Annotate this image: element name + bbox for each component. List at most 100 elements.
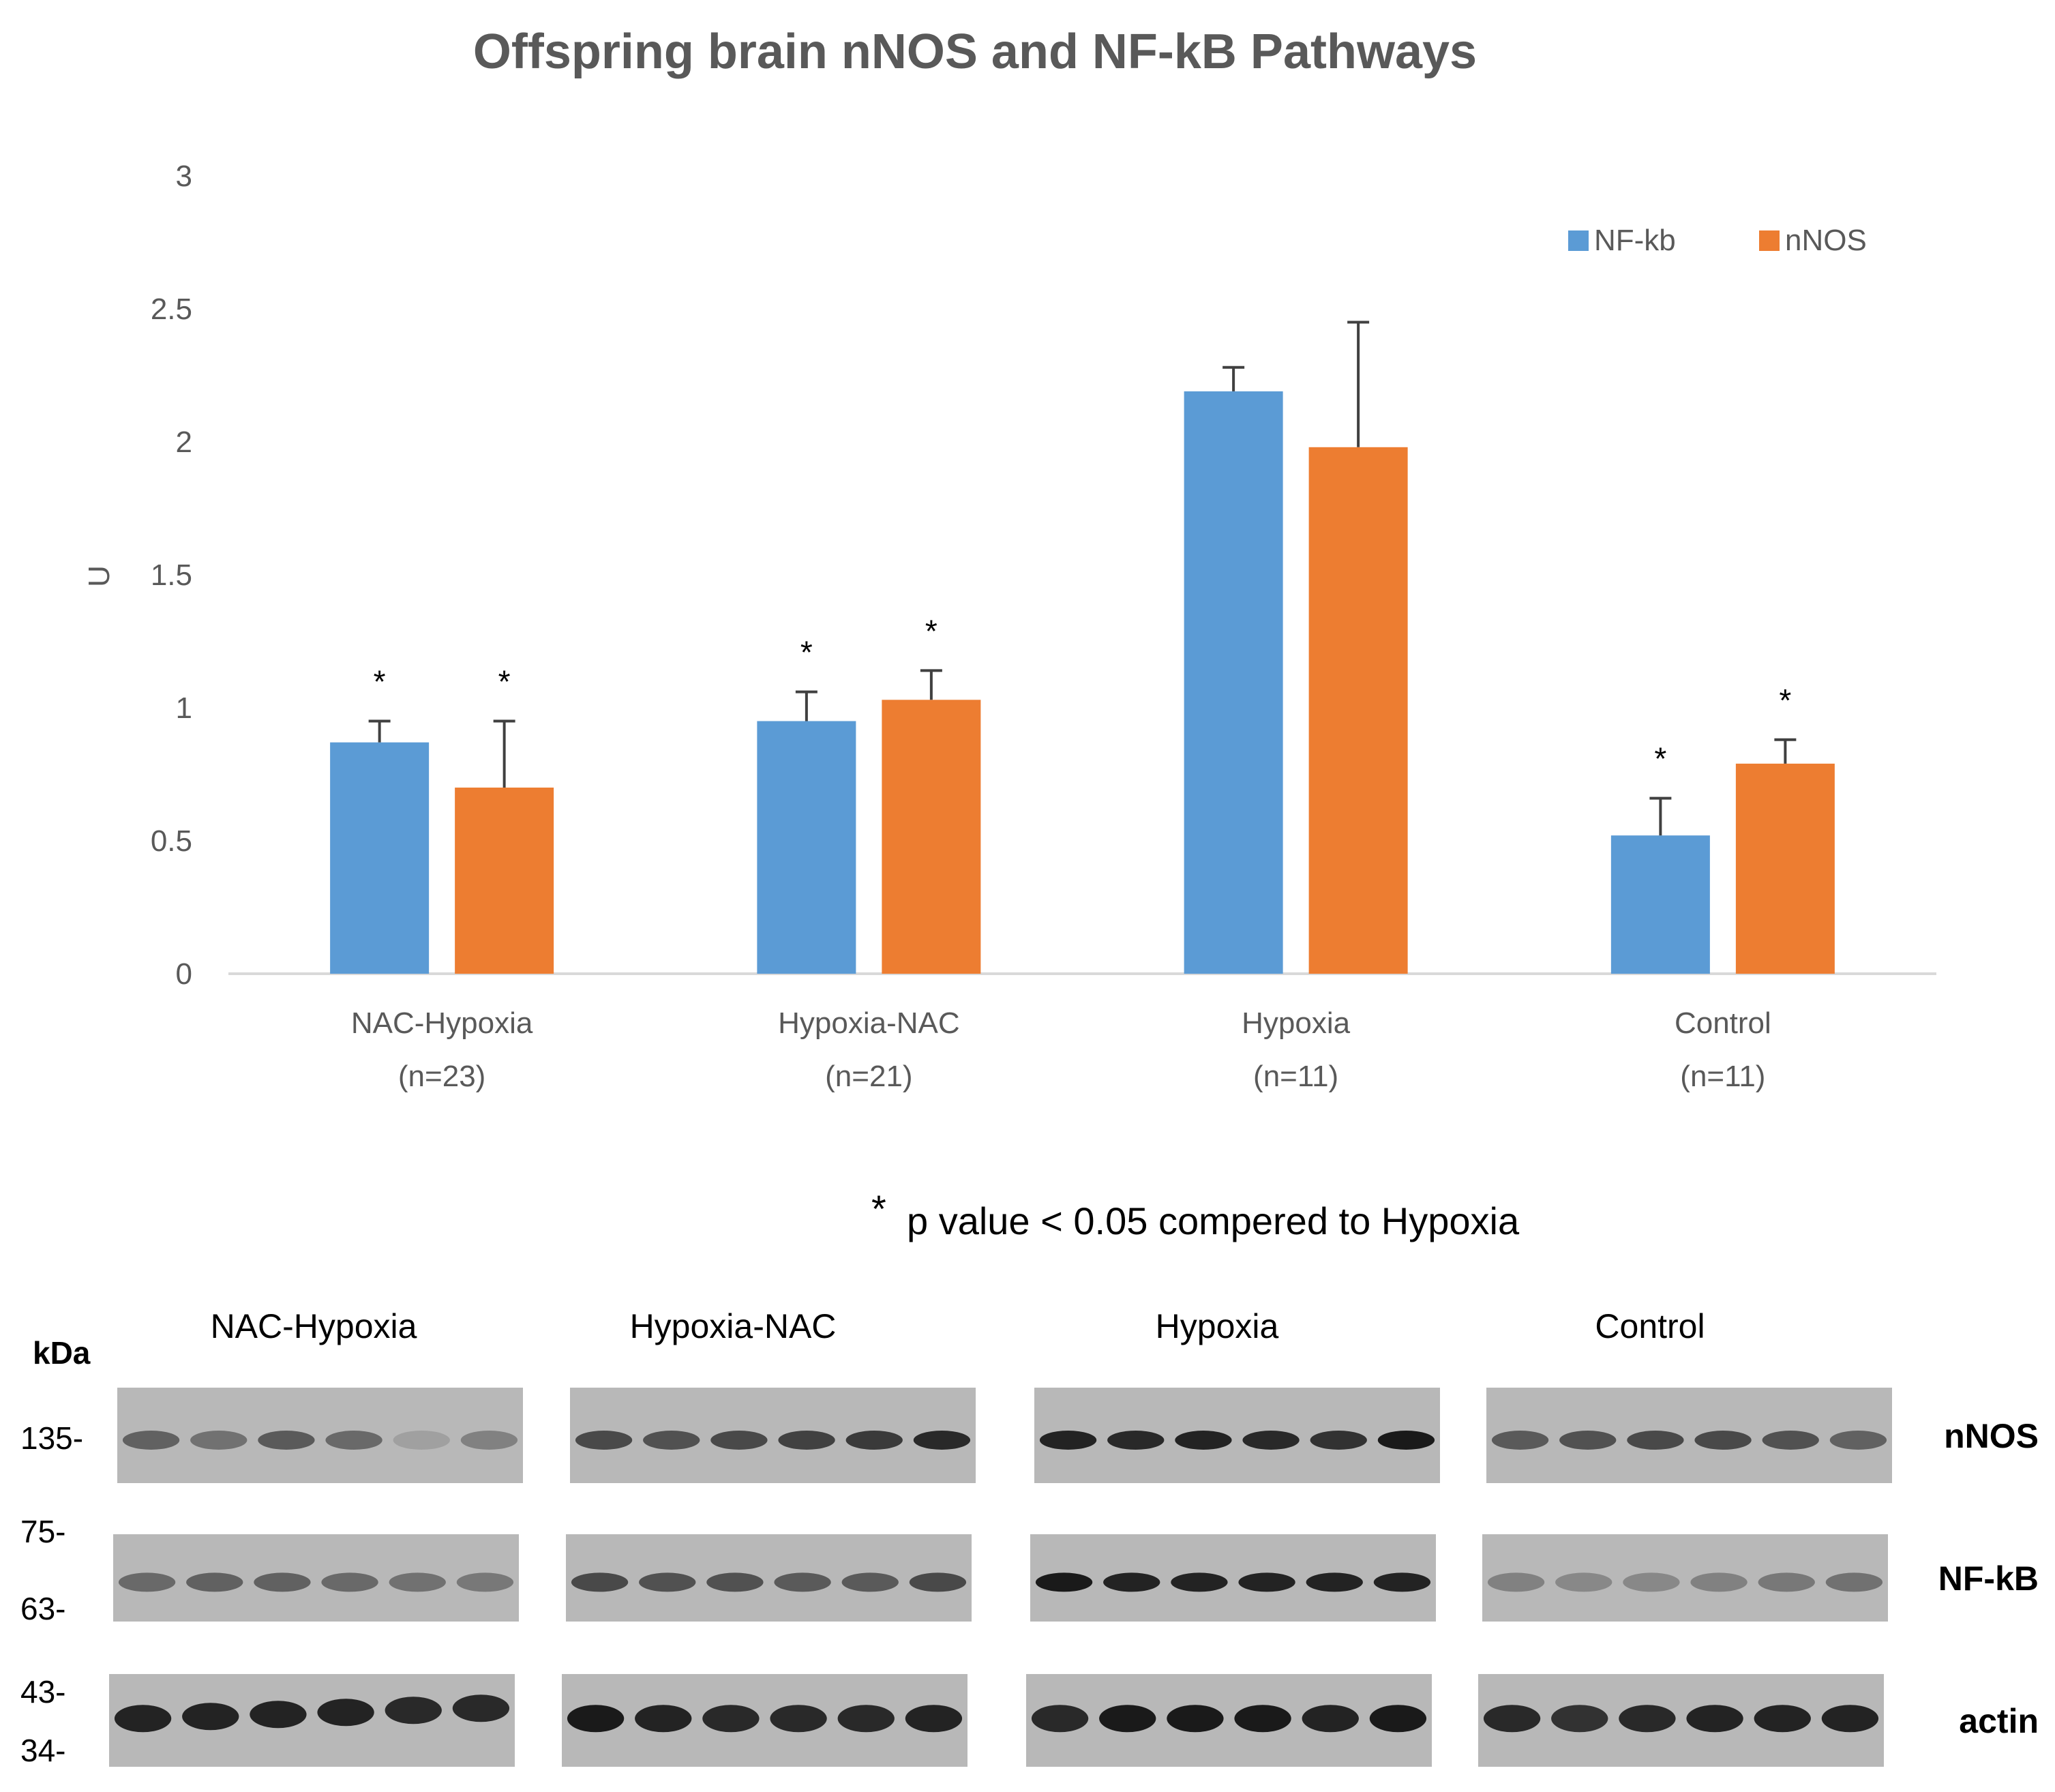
blot-band: [460, 1431, 518, 1450]
category-n-label: (n=21): [825, 1060, 912, 1093]
kda-marker: 135-: [20, 1420, 83, 1456]
blot-band: [250, 1701, 307, 1729]
blot-group-label: Hypoxia: [1156, 1307, 1279, 1345]
blot-band: [452, 1694, 510, 1722]
blot-band: [1825, 1572, 1883, 1592]
bar-nnos: [882, 700, 981, 974]
blot-panel: [109, 1674, 515, 1767]
blot-band: [575, 1431, 633, 1450]
blot-band: [635, 1705, 692, 1733]
x-axis: NAC-Hypoxia (n=23) Hypoxia-NAC (n=21) Hypoxi…: [351, 1006, 1771, 1093]
blot-panel: [562, 1674, 967, 1767]
blot-band: [1107, 1431, 1165, 1450]
blot-band: [1627, 1431, 1684, 1450]
blot-band: [190, 1431, 247, 1450]
blot-band: [1373, 1572, 1431, 1592]
category-label: Control: [1675, 1006, 1771, 1040]
blot-band: [1175, 1431, 1232, 1450]
y-tick-label: 3: [176, 160, 192, 193]
bar-nnos: [1308, 447, 1408, 974]
blot-group-label: Control: [1595, 1307, 1705, 1345]
significance-marker: *: [374, 664, 386, 700]
blot-panel: [1486, 1388, 1892, 1483]
blot-band: [837, 1705, 895, 1733]
blot-band: [702, 1705, 760, 1733]
blot-band: [1559, 1431, 1617, 1450]
blot-band: [1167, 1705, 1224, 1733]
blot-band: [254, 1572, 311, 1592]
category-n-label: (n=23): [398, 1060, 485, 1093]
blot-row-label: actin: [1959, 1702, 2039, 1740]
blot-row-label: NF-kB: [1938, 1559, 2039, 1598]
bar-nnos: [455, 788, 554, 974]
blot-band: [913, 1431, 971, 1450]
blot-band: [182, 1703, 239, 1731]
blot-band: [1242, 1431, 1300, 1450]
significance-marker: *: [1654, 741, 1666, 777]
blot-band: [389, 1572, 446, 1592]
blot-band: [1758, 1572, 1815, 1592]
blot-band: [1821, 1705, 1879, 1733]
blot-band: [643, 1431, 700, 1450]
category-label: Hypoxia-NAC: [778, 1006, 960, 1040]
footnote: * p value < 0.05 compered to Hypoxia: [871, 1187, 1520, 1242]
blot-band: [1302, 1705, 1359, 1733]
blot-panel: [566, 1534, 972, 1622]
y-tick-label: 1.5: [151, 558, 192, 592]
blot-band: [1690, 1572, 1747, 1592]
blot-band: [1238, 1572, 1295, 1592]
bar-nfkb: [330, 742, 430, 974]
blot-band: [710, 1431, 768, 1450]
blot-band: [1039, 1431, 1097, 1450]
blot-band: [325, 1431, 382, 1450]
blot-panel: [570, 1388, 976, 1483]
significance-marker: *: [498, 664, 511, 700]
blot-band: [905, 1705, 963, 1733]
footnote-asterisk: *: [871, 1187, 886, 1230]
blot-band: [1483, 1705, 1541, 1733]
blot-panel: [1482, 1534, 1888, 1622]
blot-band: [778, 1431, 835, 1450]
blot-band: [1031, 1705, 1089, 1733]
blot-band: [1555, 1572, 1612, 1592]
kda-marker: 43-: [20, 1674, 65, 1709]
blot-panel: [113, 1534, 519, 1622]
blot-panel: [1026, 1674, 1432, 1767]
bar-nnos: [1735, 763, 1835, 974]
blot-panel: [1034, 1388, 1440, 1483]
blot-band: [567, 1705, 625, 1733]
significance-marker: *: [1779, 683, 1791, 718]
chart-title: Offspring brain nNOS and NF-kB Pathways: [473, 25, 1477, 79]
blot-group-label: NAC-Hypoxia: [211, 1307, 417, 1345]
blot-band: [1551, 1705, 1608, 1733]
blot-band: [1310, 1431, 1367, 1450]
blot-band: [845, 1431, 903, 1450]
blot-band: [1754, 1705, 1811, 1733]
blot-band: [258, 1431, 315, 1450]
legend: NF-kb nNOS: [1568, 224, 1867, 257]
blot-panel: [1030, 1534, 1436, 1622]
blot-band: [1694, 1431, 1752, 1450]
blot-band: [1491, 1431, 1549, 1450]
kda-marker: 34-: [20, 1733, 65, 1768]
category-label: NAC-Hypoxia: [351, 1006, 533, 1040]
blot-band: [1377, 1431, 1435, 1450]
legend-swatch: [1568, 230, 1589, 251]
blot-band: [1623, 1572, 1680, 1592]
y-tick-label: 0.5: [151, 824, 192, 858]
kda-marker: 75-: [20, 1514, 65, 1549]
blot-band: [317, 1699, 374, 1727]
legend-swatch: [1759, 230, 1780, 251]
blot-band: [456, 1572, 514, 1592]
blot-band: [1234, 1705, 1291, 1733]
blot-row-label: nNOS: [1944, 1417, 2039, 1455]
blot-band: [1487, 1572, 1545, 1592]
blot-band: [1035, 1572, 1093, 1592]
blot-band: [1829, 1431, 1887, 1450]
blot-band: [774, 1572, 831, 1592]
category-n-label: (n=11): [1680, 1060, 1765, 1093]
category-label: Hypoxia: [1242, 1006, 1350, 1040]
y-tick-label: 1: [176, 691, 192, 725]
blot-band: [1369, 1705, 1427, 1733]
blot-band: [909, 1572, 967, 1592]
